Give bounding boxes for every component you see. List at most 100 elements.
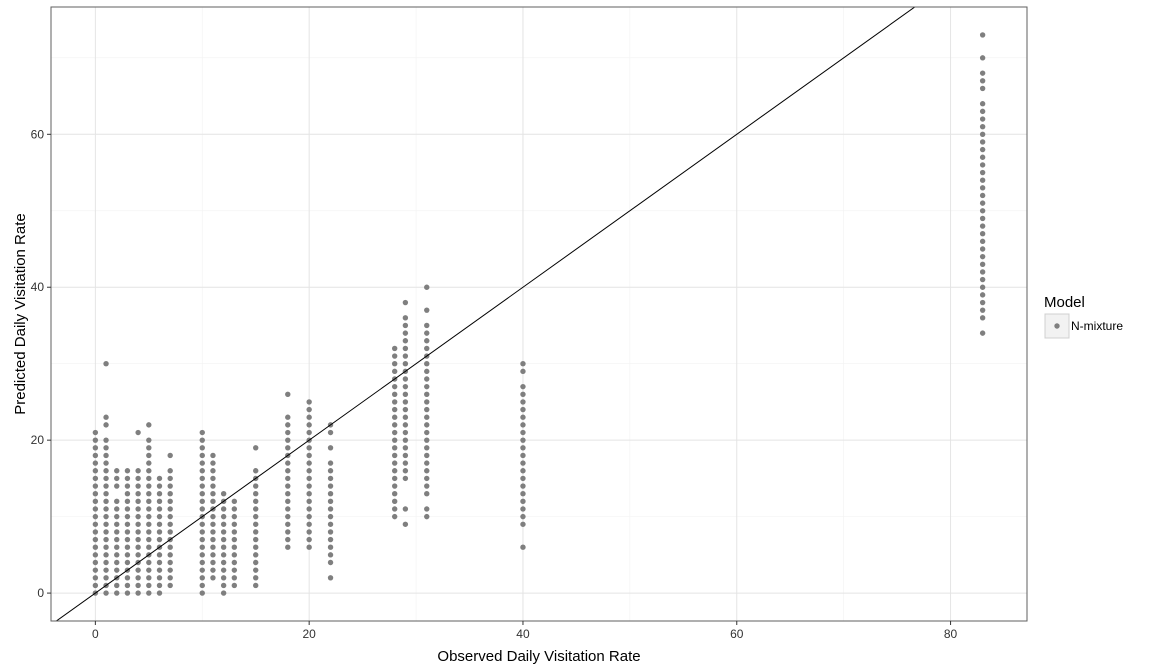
data-point <box>114 475 120 482</box>
data-point <box>327 506 334 512</box>
data-point <box>979 139 986 145</box>
x-tick-label: 40 <box>516 627 530 641</box>
data-point <box>167 513 173 520</box>
data-point <box>306 490 312 497</box>
identity-reference-line <box>55 7 916 621</box>
x-tick-label: 20 <box>302 627 316 641</box>
data-point <box>135 513 141 520</box>
data-point <box>253 513 259 520</box>
data-point <box>231 506 238 512</box>
data-point <box>199 521 205 527</box>
data-point <box>231 544 238 550</box>
data-point <box>92 513 99 520</box>
data-point <box>199 536 205 543</box>
data-point <box>520 429 526 436</box>
data-point <box>424 422 430 428</box>
data-point <box>979 269 986 275</box>
data-point <box>135 521 141 527</box>
data-point <box>979 246 986 252</box>
data-point <box>146 437 152 443</box>
data-point <box>285 429 291 436</box>
data-point <box>103 536 109 543</box>
data-point <box>135 544 141 550</box>
data-point <box>391 452 398 459</box>
data-point <box>424 490 430 497</box>
data-point <box>520 452 526 459</box>
data-point <box>146 498 152 505</box>
data-point <box>391 414 398 420</box>
data-point <box>135 490 141 497</box>
data-point <box>124 468 131 474</box>
data-point <box>306 544 312 550</box>
data-point <box>92 575 99 581</box>
data-point <box>114 536 120 543</box>
data-point <box>114 468 120 474</box>
data-point <box>253 582 259 589</box>
data-point <box>979 101 986 107</box>
data-point <box>167 490 173 497</box>
data-point <box>135 582 141 589</box>
data-point <box>402 353 409 359</box>
data-point <box>231 498 238 505</box>
data-point <box>520 383 526 390</box>
data-point <box>520 445 526 451</box>
data-point <box>402 391 409 397</box>
data-point <box>146 506 152 512</box>
data-point <box>979 192 986 199</box>
data-point <box>167 483 173 489</box>
data-point <box>156 483 163 489</box>
data-point <box>424 322 430 329</box>
data-point <box>167 575 173 581</box>
data-point <box>114 529 120 535</box>
data-point <box>156 475 163 482</box>
data-point <box>979 284 986 290</box>
data-point <box>285 521 291 527</box>
data-point <box>424 338 430 344</box>
data-point <box>103 490 109 497</box>
data-point <box>327 575 334 581</box>
data-point <box>124 475 131 482</box>
data-point <box>146 422 152 428</box>
data-point <box>391 506 398 512</box>
data-point <box>135 429 141 436</box>
data-point <box>167 544 173 550</box>
data-point <box>391 490 398 497</box>
data-point <box>306 529 312 535</box>
data-point <box>92 506 99 512</box>
data-point <box>103 544 109 550</box>
data-point <box>220 529 227 535</box>
data-point <box>167 529 173 535</box>
data-point <box>231 582 238 589</box>
data-point <box>391 445 398 451</box>
data-point <box>124 498 131 505</box>
data-point <box>327 468 334 474</box>
data-point <box>199 468 205 474</box>
data-point <box>285 498 291 505</box>
data-point <box>391 460 398 466</box>
data-point <box>424 513 430 520</box>
data-point <box>92 483 99 489</box>
data-point <box>114 498 120 505</box>
data-point <box>146 475 152 482</box>
data-point <box>306 445 312 451</box>
data-point <box>391 399 398 405</box>
data-point <box>327 552 334 558</box>
data-point <box>103 468 109 474</box>
data-point <box>424 361 430 367</box>
data-point <box>220 536 227 543</box>
data-point <box>103 559 109 566</box>
data-point <box>124 483 131 489</box>
data-point <box>92 460 99 466</box>
panel-border <box>50 6 1028 622</box>
data-point <box>979 70 986 76</box>
data-point <box>156 590 163 596</box>
data-point <box>231 513 238 520</box>
data-point <box>114 483 120 489</box>
data-point <box>327 483 334 489</box>
data-point <box>979 261 986 267</box>
data-point <box>402 315 409 321</box>
data-point <box>114 521 120 527</box>
data-point <box>156 513 163 520</box>
data-point <box>402 429 409 436</box>
data-point <box>199 429 205 436</box>
